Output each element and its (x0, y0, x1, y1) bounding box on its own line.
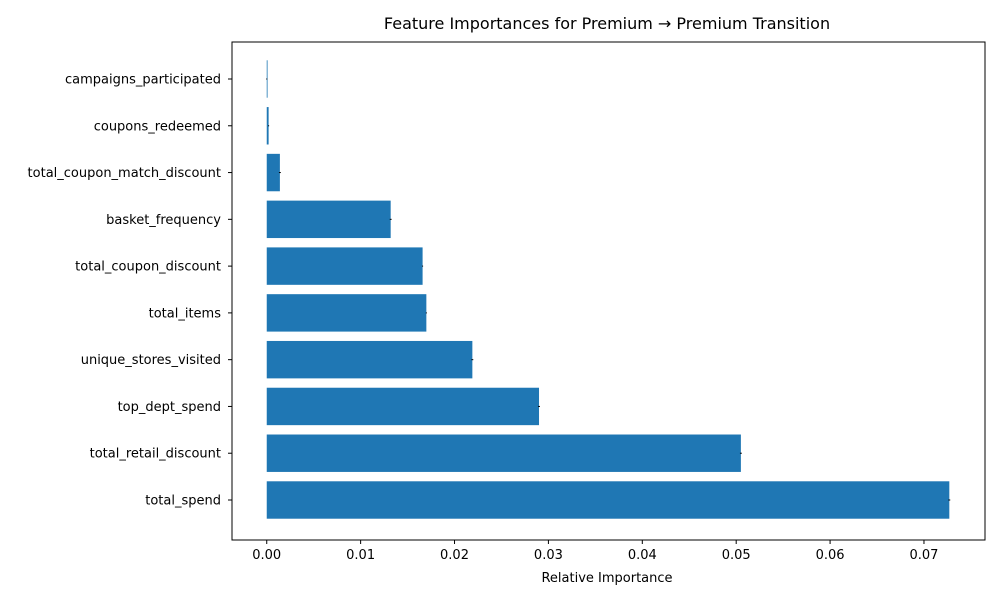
x-axis: 0.00 0.01 0.02 0.03 0.04 0.05 0.06 0.07 (252, 540, 938, 563)
y-tick-label: total_coupon_discount (75, 260, 221, 275)
y-tick-label: top_dept_spend (118, 400, 221, 415)
x-tick-label: 0.04 (628, 548, 657, 563)
y-tick-label: basket_frequency (106, 213, 221, 228)
bar-total_retail_discount (266, 434, 741, 472)
bar-coupons_redeemed (266, 107, 269, 145)
bar-total_coupon_discount (266, 247, 423, 285)
chart-title: Feature Importances for Premium → Premiu… (384, 14, 830, 33)
bars-layer (266, 60, 950, 519)
x-tick-label: 0.07 (909, 548, 938, 563)
y-tick-label: total_spend (145, 494, 221, 509)
x-tick-label: 0.02 (440, 548, 469, 563)
plot-frame (231, 41, 986, 541)
bar-top_dept_spend (266, 387, 540, 426)
y-tick-label: coupons_redeemed (94, 119, 221, 134)
x-tick-label: 0.00 (252, 548, 281, 563)
y-tick-label: total_coupon_match_discount (28, 166, 221, 181)
bar-total_spend (266, 481, 950, 519)
y-axis: total_spend total_retail_discount top_dept… (28, 73, 232, 509)
x-axis-label: Relative Importance (541, 571, 672, 586)
bar-basket_frequency (266, 200, 391, 239)
y-tick-label: unique_stores_visited (81, 353, 221, 368)
bar-unique_stores_visited (266, 340, 473, 379)
bar-total_coupon_match_discount (266, 153, 280, 192)
y-tick-label: campaigns_participated (65, 73, 221, 88)
y-tick-label: total_items (149, 306, 222, 321)
error-bars-layer (266, 78, 951, 501)
x-tick-label: 0.03 (534, 548, 563, 563)
y-tick-label: total_retail_discount (90, 447, 221, 462)
x-tick-label: 0.01 (346, 548, 375, 563)
x-tick-label: 0.05 (722, 548, 751, 563)
bar-total_items (266, 294, 427, 332)
x-tick-label: 0.06 (816, 548, 845, 563)
